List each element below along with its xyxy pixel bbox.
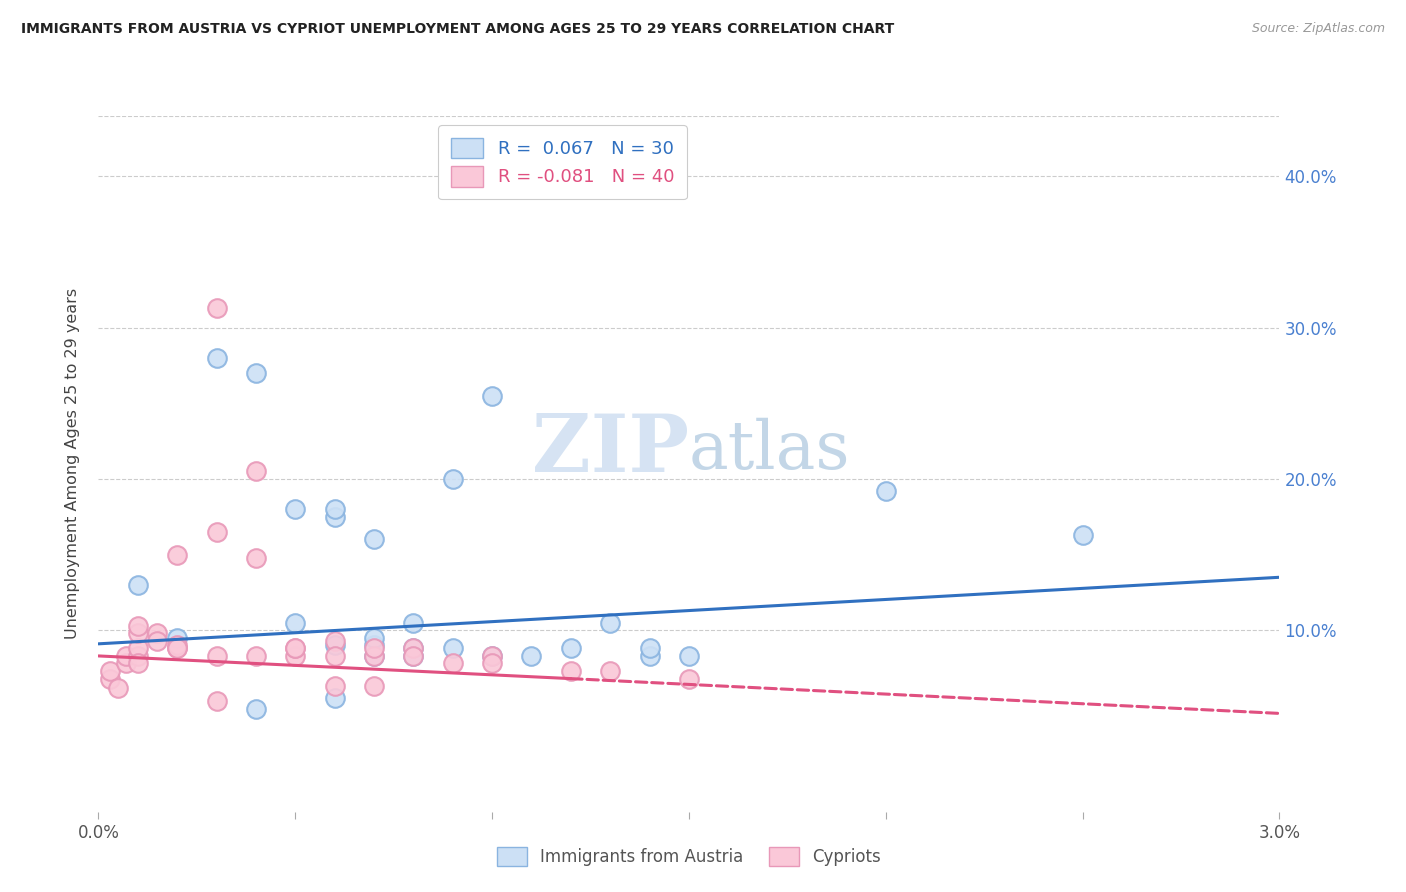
Point (323, 502, 346, 516)
Point (402, 641, 425, 656)
Point (363, 679, 385, 693)
Point (146, 626, 169, 640)
Point (560, 641, 582, 656)
Point (166, 548, 188, 562)
Point (284, 615, 307, 630)
Point (599, 664, 621, 678)
Point (205, 694, 228, 708)
Point (115, 648, 138, 663)
Point (284, 648, 307, 663)
Y-axis label: Unemployment Among Ages 25 to 29 years: Unemployment Among Ages 25 to 29 years (65, 288, 80, 640)
Point (127, 578, 149, 592)
Point (363, 638, 385, 652)
Point (205, 648, 228, 663)
Point (127, 657, 149, 671)
Point (520, 648, 543, 663)
Point (127, 641, 149, 656)
Point (107, 681, 129, 695)
Point (678, 672, 700, 686)
Point (599, 615, 621, 630)
Point (638, 641, 661, 656)
Point (166, 641, 188, 656)
Point (146, 633, 169, 648)
Point (127, 648, 149, 663)
Point (127, 626, 149, 640)
Point (245, 648, 267, 663)
Point (363, 631, 385, 645)
Point (166, 631, 188, 645)
Point (166, 638, 188, 652)
Point (245, 550, 267, 565)
Point (363, 641, 385, 656)
Point (678, 648, 700, 663)
Point (402, 648, 425, 663)
Point (205, 301, 228, 315)
Text: ZIP: ZIP (531, 411, 689, 489)
Text: Source: ZipAtlas.com: Source: ZipAtlas.com (1251, 22, 1385, 36)
Point (245, 702, 267, 716)
Point (441, 641, 464, 656)
Point (481, 648, 503, 663)
Point (166, 641, 188, 656)
Point (323, 679, 346, 693)
Point (402, 648, 425, 663)
Point (323, 648, 346, 663)
Point (205, 524, 228, 539)
Point (245, 464, 267, 478)
Point (323, 638, 346, 652)
Point (1071, 528, 1094, 542)
Point (441, 657, 464, 671)
Point (323, 509, 346, 524)
Point (441, 472, 464, 486)
Point (284, 641, 307, 656)
Point (98, 664, 121, 678)
Point (363, 648, 385, 663)
Point (284, 641, 307, 656)
Point (363, 648, 385, 663)
Point (481, 389, 503, 403)
Text: atlas: atlas (689, 417, 851, 483)
Point (205, 351, 228, 365)
Point (560, 664, 582, 678)
Point (481, 657, 503, 671)
Point (115, 657, 138, 671)
Point (402, 615, 425, 630)
Point (127, 618, 149, 632)
Point (875, 484, 897, 499)
Legend: Immigrants from Austria, Cypriots: Immigrants from Austria, Cypriots (491, 840, 887, 873)
Point (638, 648, 661, 663)
Point (323, 633, 346, 648)
Point (323, 691, 346, 706)
Point (284, 502, 307, 516)
Text: IMMIGRANTS FROM AUSTRIA VS CYPRIOT UNEMPLOYMENT AMONG AGES 25 TO 29 YEARS CORREL: IMMIGRANTS FROM AUSTRIA VS CYPRIOT UNEMP… (21, 22, 894, 37)
Point (98, 672, 121, 686)
Point (481, 648, 503, 663)
Point (363, 533, 385, 547)
Point (402, 641, 425, 656)
Point (245, 366, 267, 380)
